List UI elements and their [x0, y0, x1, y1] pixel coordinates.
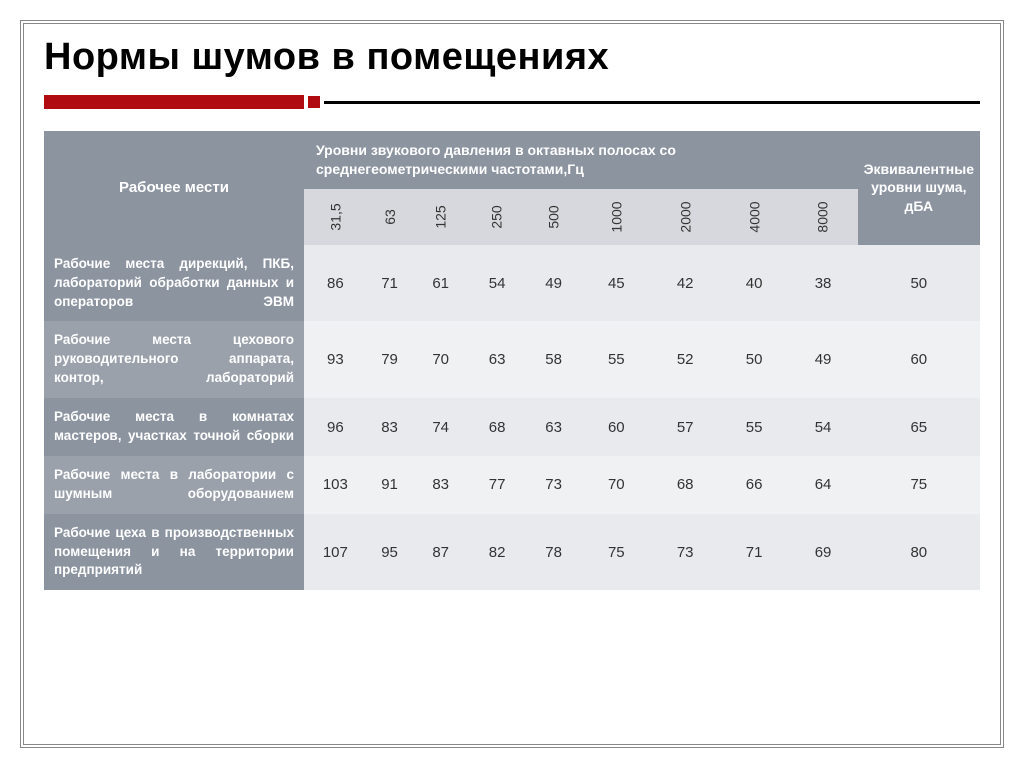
- slide-frame: [20, 20, 1004, 748]
